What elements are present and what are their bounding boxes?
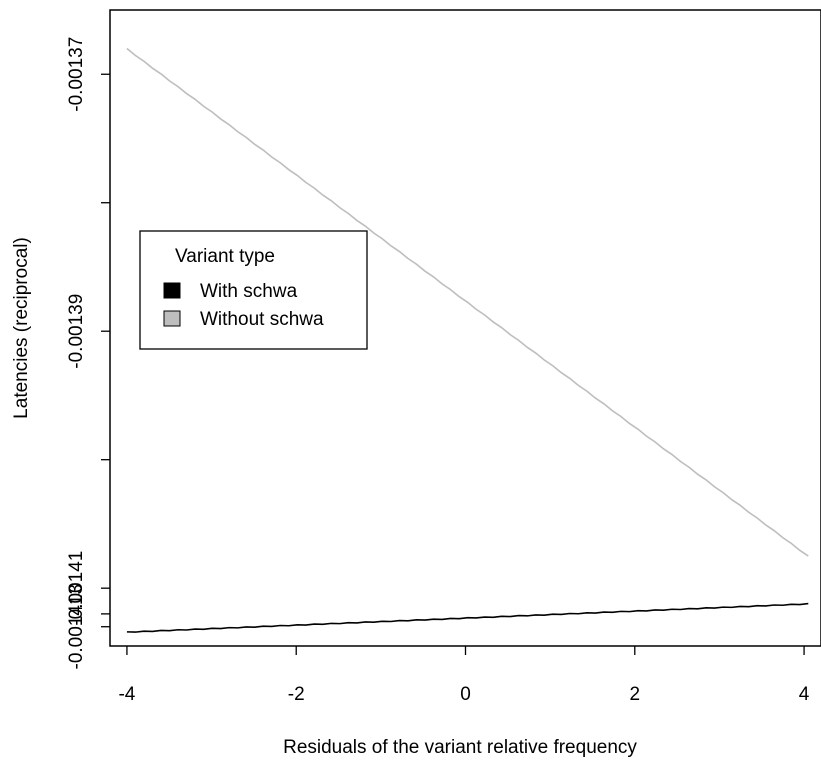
legend-label-without-schwa: Without schwa — [200, 309, 324, 330]
legend-title: Variant type — [175, 246, 275, 267]
legend: Variant type With schwa Without schwa — [139, 230, 368, 350]
y-tick-label: -0.00141 — [66, 551, 87, 626]
legend-label-with-schwa: With schwa — [200, 281, 298, 302]
legend-swatch-without-schwa — [163, 310, 181, 327]
y-tick-label: -0.00137 — [66, 37, 87, 112]
series-line-with-schwa — [126, 602, 809, 633]
y-tick-label: -0.001413 — [66, 584, 87, 670]
legend-swatch-with-schwa — [163, 282, 181, 299]
x-axis-title: Residuals of the variant relative freque… — [283, 737, 637, 758]
x-tick-label: -4 — [118, 684, 135, 705]
x-tick-label: -2 — [288, 684, 305, 705]
x-axis: -4 -2 0 2 4 — [118, 646, 810, 705]
y-axis: -0.001413-0.00141 -0.00139 -0.00137 — [66, 37, 110, 670]
x-tick-label: 2 — [629, 684, 640, 705]
series-layer — [126, 47, 809, 633]
y-tick-label: -0.00139 — [66, 294, 87, 369]
x-tick-label: 0 — [460, 684, 471, 705]
x-tick-label: 4 — [799, 684, 810, 705]
series-line-without-schwa — [126, 47, 809, 557]
y-axis-title: Latencies (reciprocal) — [11, 237, 32, 419]
